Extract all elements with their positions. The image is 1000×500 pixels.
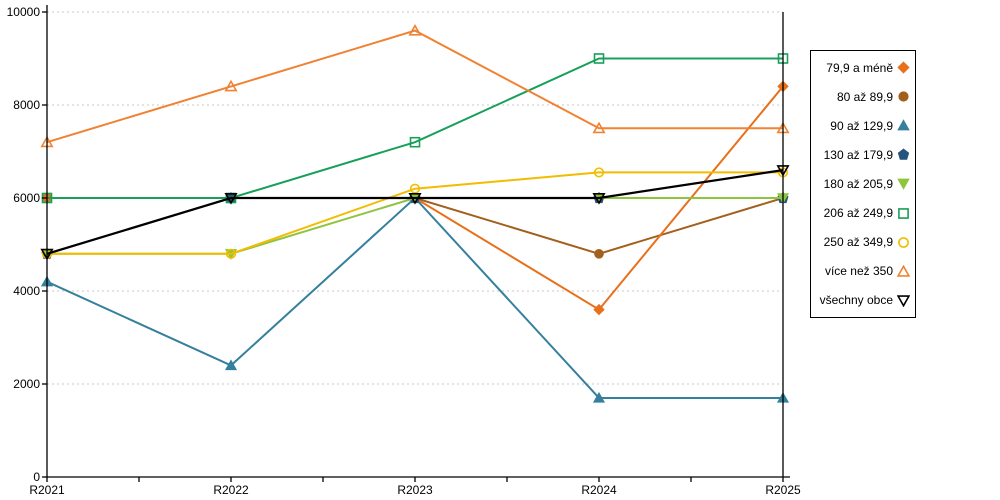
legend-item-label: 250 až 349,9 [823,235,893,250]
legend-item-label: více než 350 [824,264,893,279]
y-axis-label: 6000 [13,191,40,205]
x-axis-label: R2023 [397,483,433,497]
legend-item-label: 90 až 129,9 [830,118,893,133]
y-axis-label: 10000 [7,5,41,19]
legend-item-label: 79,9 a méně [826,60,893,75]
data-point-marker [592,121,606,134]
x-axis-label: R2022 [213,483,249,497]
data-point-marker [593,167,605,178]
y-axis-label: 8000 [13,98,40,112]
y-axis-label: 0 [33,470,40,484]
data-point-marker [408,23,422,36]
series-line [47,57,783,199]
data-point-marker [594,249,604,259]
square-icon [898,207,909,219]
legend-item-label: 180 až 205,9 [823,176,893,191]
x-axis-label: R2024 [581,483,617,497]
legend-item-label: všechny obce [819,293,893,308]
data-point-marker [225,248,237,259]
legend-item: 206 až 249,9 [811,199,915,228]
triangle-down-icon [897,295,910,307]
y-axis-label: 2000 [13,377,40,391]
triangle-up-icon [897,264,910,277]
data-point-marker [592,391,606,403]
circle-icon [898,236,909,248]
legend-item: všechny obce [811,286,915,315]
diamond-icon [897,61,910,74]
data-point-marker [409,136,421,148]
series-line [46,197,783,255]
series-line [46,169,784,255]
series-line [46,196,783,399]
legend-item: 130 až 179,9 [811,140,915,169]
series-line [47,197,783,255]
data-point-marker [224,359,238,371]
pentagon-icon [897,148,910,161]
legend-item-label: 130 až 179,9 [823,147,893,162]
legend-item: 80 až 89,9 [811,82,915,111]
series-line [46,29,783,144]
series-line [47,171,783,255]
data-point-marker [592,193,606,205]
data-point-marker [593,53,605,64]
legend: 79,9 a méně 80 až 89,9 90 až 129,9 130 až 1… [810,50,916,318]
legend-item-label: 206 až 249,9 [823,206,893,221]
legend-item-label: 80 až 89,9 [836,89,893,104]
data-point-marker [224,79,238,92]
y-axis-label: 4000 [13,284,40,298]
x-axis-label: R2021 [29,483,65,497]
triangle-down-icon [897,179,910,191]
x-axis-label: R2025 [765,483,801,497]
data-point-marker [224,193,238,205]
circle-icon [898,91,909,102]
data-point-marker [593,303,605,316]
data-point-marker [408,193,422,205]
legend-item: 90 až 129,9 [811,111,915,140]
legend-item: více než 350 [811,257,915,286]
legend-item: 180 až 205,9 [811,169,915,198]
triangle-up-icon [897,119,910,131]
legend-item: 79,9 a méně [811,53,915,82]
series-line [47,197,784,255]
legend-item: 250 až 349,9 [811,228,915,257]
